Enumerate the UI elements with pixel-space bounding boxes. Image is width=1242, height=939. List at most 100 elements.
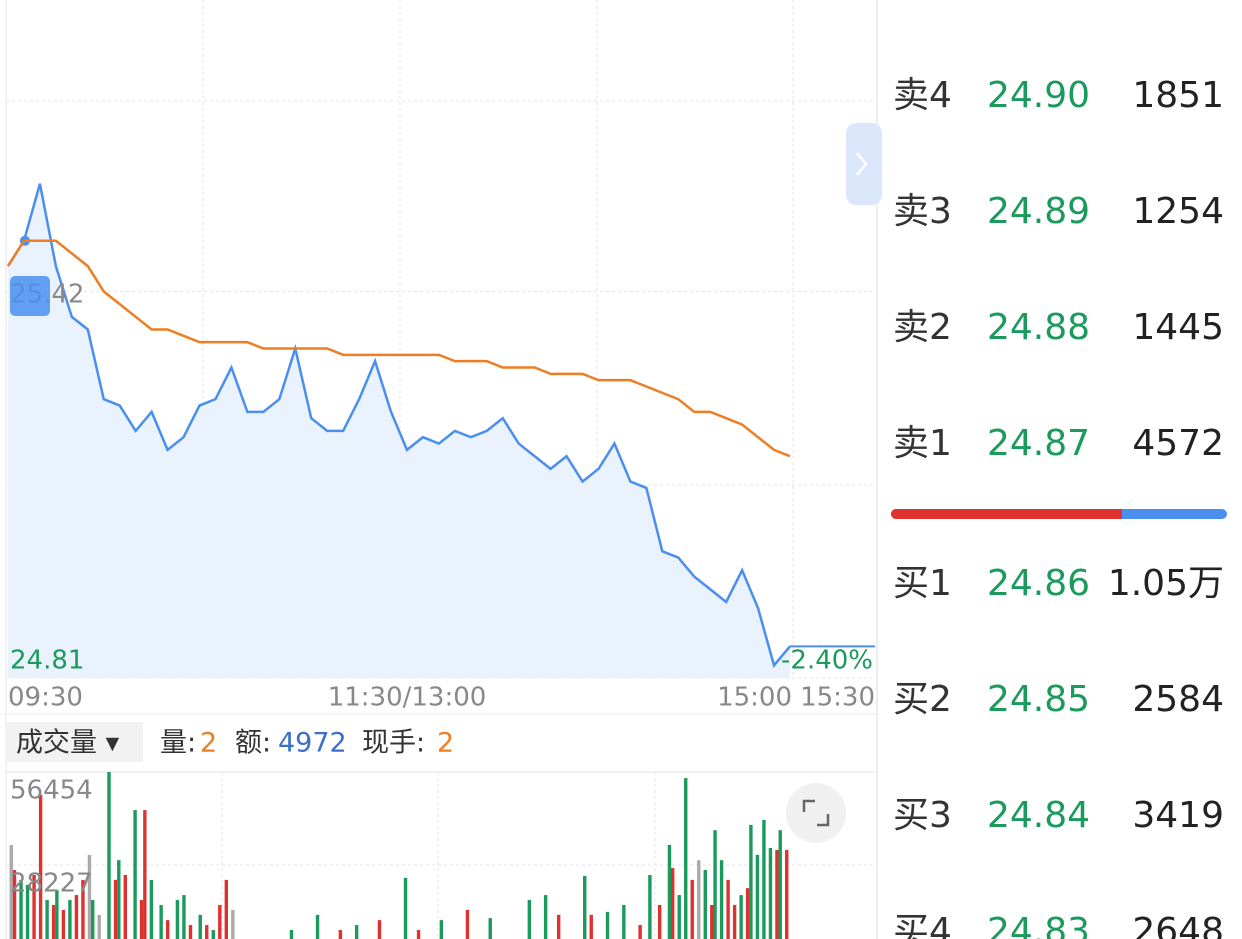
- volume-bar: [175, 900, 180, 939]
- volume-bar: [289, 929, 294, 939]
- volume-bar: [25, 884, 30, 939]
- volume-bar: [113, 879, 118, 939]
- volume-bar: [198, 914, 202, 939]
- book-price: 24.83: [987, 911, 1090, 939]
- volume-bar: [81, 879, 85, 939]
- volume-bar: [713, 830, 717, 939]
- book-label: 买4: [893, 911, 952, 939]
- volume-bar: [778, 830, 782, 939]
- y-right-label: -2.40%: [781, 646, 873, 676]
- price-line: [6, 183, 791, 668]
- volume-bar: [211, 929, 215, 939]
- volume-bar: [755, 854, 760, 939]
- ratio-bar-sell: [891, 509, 1122, 519]
- volume-bar: [51, 904, 56, 939]
- book-price: 24.85: [987, 679, 1090, 720]
- volume-bar: [488, 918, 492, 939]
- book-volume: 2648: [1132, 911, 1224, 939]
- volume-bar: [107, 772, 111, 939]
- x-tick-label: 15:00: [717, 683, 792, 713]
- volume-bar: [671, 868, 675, 939]
- volume-bar: [416, 929, 421, 939]
- book-volume: 1.05万: [1108, 563, 1224, 604]
- volume-bar: [123, 874, 127, 939]
- book-volume: 1851: [1132, 75, 1224, 116]
- book-label: 卖1: [893, 423, 952, 464]
- volume-bar: [74, 895, 79, 939]
- volume-bar: [684, 778, 688, 939]
- volume-bar: [749, 824, 753, 939]
- volume-bar: [465, 909, 470, 939]
- book-price: 24.90: [987, 75, 1090, 116]
- volume-bar: [543, 895, 548, 939]
- volume-bar: [697, 860, 701, 939]
- volume-bar: [12, 870, 17, 939]
- book-price: 24.89: [987, 191, 1090, 232]
- price-area: [8, 183, 790, 678]
- volume-bar: [159, 904, 163, 939]
- avg-line: [6, 239, 791, 458]
- price-badge: [10, 276, 50, 316]
- volume-bar: [91, 900, 95, 939]
- volume-bar: [143, 810, 147, 939]
- volume-bar: [205, 925, 209, 939]
- y-tick-label: 24.81: [10, 646, 84, 676]
- volume-bar: [19, 879, 23, 939]
- volume-bar: [785, 849, 789, 939]
- volume-bar: [667, 844, 672, 939]
- book-volume: 2584: [1132, 679, 1224, 720]
- volume-bar: [224, 879, 229, 939]
- y-tick-label: 28227: [10, 869, 93, 899]
- book-price: 24.88: [987, 307, 1090, 348]
- volume-bar: [117, 860, 121, 939]
- book-label: 买2: [893, 679, 952, 720]
- volume-bar: [231, 909, 235, 939]
- volume-bar: [9, 844, 13, 939]
- expand-icon: [802, 799, 830, 827]
- order-book: 卖4 24.90 1851 卖3 24.89 1254 卖2 24.88 1445 卖1 24.87…: [893, 75, 1224, 939]
- volume-bar: [605, 911, 610, 939]
- selector-box[interactable]: [6, 722, 143, 762]
- volume-bar: [690, 879, 694, 939]
- volume-bar: [719, 860, 724, 939]
- volume-bar: [657, 904, 662, 939]
- volume-bar: [139, 900, 144, 939]
- volume-bar: [589, 914, 593, 939]
- volume-chart: 56454 28227: [9, 772, 789, 939]
- chevron-icon: [856, 152, 868, 176]
- volume-bar: [622, 904, 626, 939]
- volume-bar: [315, 914, 320, 939]
- volume-header-hand-label: 现手:: [362, 728, 425, 759]
- book-label: 买3: [893, 795, 952, 836]
- volume-bar: [55, 890, 59, 939]
- volume-bar: [45, 900, 49, 939]
- volume-bar: [726, 879, 730, 939]
- x-tick-label: 09:30: [8, 683, 83, 713]
- book-label: 卖3: [893, 191, 952, 232]
- volume-bar: [32, 874, 36, 939]
- book-price: 24.87: [987, 423, 1090, 464]
- volume-bar: [218, 904, 222, 939]
- x-tick-label: 11:30/13:00: [328, 683, 487, 713]
- book-volume: 4572: [1132, 423, 1224, 464]
- volume-bar: [182, 895, 186, 939]
- collapse-handle[interactable]: [846, 123, 882, 205]
- volume-bar: [97, 914, 101, 939]
- volume-header-hand: 2: [437, 728, 454, 759]
- volume-bar: [133, 810, 137, 939]
- volume-header-selector: 成交量 ▾: [16, 728, 120, 759]
- y-tick-label: 56454: [10, 776, 93, 806]
- volume-header-vol-label: 量:: [160, 728, 196, 759]
- book-volume: 1445: [1132, 307, 1224, 348]
- volume-bar: [677, 895, 681, 939]
- volume-bar: [710, 904, 714, 939]
- book-price: 24.86: [987, 563, 1090, 604]
- volume-bar: [403, 877, 408, 939]
- volume-bar: [732, 904, 737, 939]
- volume-bar: [745, 888, 750, 939]
- book-label: 卖2: [893, 307, 952, 348]
- book-volume: 1254: [1132, 191, 1224, 232]
- volume-bar: [165, 920, 170, 939]
- expand-button[interactable]: [786, 783, 846, 843]
